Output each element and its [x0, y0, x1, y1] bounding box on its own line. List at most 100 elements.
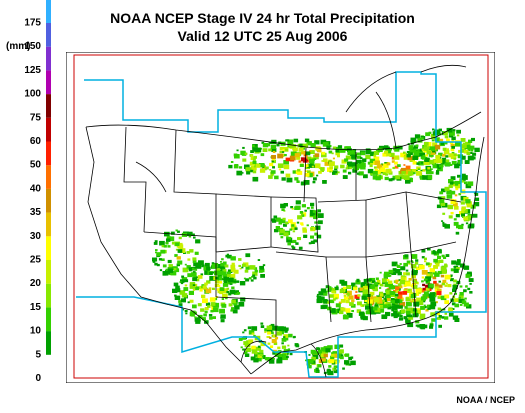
precip-cell	[425, 262, 430, 266]
precip-cell	[440, 202, 446, 206]
precip-cell	[376, 165, 381, 169]
precip-cell	[396, 265, 401, 268]
precip-cell	[432, 250, 436, 252]
legend-swatch	[46, 141, 51, 166]
precip-cell	[206, 266, 211, 271]
precip-cell	[340, 164, 345, 169]
precip-cell	[323, 158, 328, 162]
precip-cell	[459, 303, 463, 306]
precip-cell	[404, 263, 408, 267]
legend-label: 125	[24, 65, 41, 76]
precip-cell	[395, 313, 400, 317]
precip-cell	[421, 148, 425, 151]
mexico-lines	[240, 340, 327, 378]
precip-cell	[189, 249, 194, 253]
precip-cell	[335, 303, 341, 308]
precip-cell	[420, 306, 425, 310]
precip-cell	[318, 291, 324, 296]
precip-cell	[410, 310, 414, 314]
precip-cell	[462, 265, 467, 269]
precip-cell	[421, 249, 426, 253]
precip-cell	[193, 236, 196, 239]
precip-cell	[408, 288, 411, 291]
precip-cell	[406, 260, 411, 264]
precip-cell	[346, 285, 352, 289]
precip-cell	[296, 156, 301, 160]
precip-cell	[203, 313, 207, 317]
precip-cell	[275, 217, 281, 222]
precip-cell	[277, 346, 281, 350]
precip-cell	[388, 269, 394, 274]
precip-cell	[429, 150, 436, 155]
precip-cell	[442, 147, 447, 151]
precip-cell	[424, 260, 427, 263]
precip-cell	[234, 305, 240, 310]
precip-cell	[192, 282, 195, 284]
precip-cell	[177, 249, 183, 253]
precip-cell	[382, 171, 387, 175]
precip-cell	[462, 216, 465, 218]
precip-cell	[269, 169, 272, 171]
radar-coverage-boundary	[76, 71, 487, 378]
state-line-2	[173, 129, 217, 252]
precip-cell	[415, 144, 419, 147]
precip-cell	[314, 163, 321, 169]
precip-cell	[196, 286, 200, 290]
us-canada-border	[85, 124, 397, 151]
precip-cell	[361, 295, 367, 300]
precip-cell	[407, 322, 414, 328]
precip-cell	[176, 256, 181, 260]
precip-cell	[348, 356, 352, 360]
precip-cell	[415, 320, 420, 324]
precip-cell	[346, 313, 353, 318]
precip-cell	[205, 302, 211, 306]
precip-cell	[400, 309, 406, 313]
precip-cell	[212, 287, 215, 290]
precip-cell	[379, 287, 382, 289]
precip-cell	[437, 288, 442, 293]
precip-cell	[287, 236, 292, 240]
precip-cell	[418, 264, 425, 270]
precip-cell	[197, 303, 202, 307]
precip-cell	[458, 184, 462, 187]
precip-cell	[244, 342, 251, 348]
precip-cell	[221, 278, 224, 281]
precip-cell	[229, 289, 236, 295]
precip-cell	[294, 227, 298, 230]
precip-cell	[423, 141, 429, 146]
state-line-13	[135, 161, 167, 193]
precip-cell	[285, 157, 291, 162]
precip-cell	[211, 262, 215, 265]
precip-cell	[442, 308, 446, 311]
precip-cell	[223, 276, 230, 281]
precip-cell	[465, 141, 471, 147]
legend-label: 10	[30, 326, 42, 337]
precip-cell	[459, 292, 464, 296]
precip-cell	[463, 302, 469, 307]
precip-cell	[320, 353, 326, 358]
precip-cell	[220, 319, 225, 323]
precip-cell	[413, 140, 417, 143]
precip-cell	[188, 290, 194, 295]
precip-cell	[241, 172, 244, 174]
precip-cell	[423, 149, 428, 153]
precip-cell	[242, 158, 247, 162]
precip-cell	[226, 290, 230, 294]
precip-cell	[278, 141, 282, 144]
state-line-11	[303, 147, 357, 203]
precip-cell	[462, 209, 468, 213]
precip-cell	[362, 158, 367, 162]
precip-cell	[342, 169, 347, 173]
precip-cell	[472, 152, 477, 156]
precip-cell	[222, 273, 228, 278]
precip-cell	[414, 134, 421, 139]
legend-swatch	[46, 188, 51, 213]
precip-cell	[463, 196, 469, 202]
precip-cell	[365, 154, 371, 160]
precip-cell	[245, 278, 250, 282]
precip-cell	[327, 286, 332, 290]
precip-cell	[357, 310, 361, 313]
precip-cell	[188, 235, 192, 238]
precip-cell	[272, 334, 277, 338]
precip-cell	[316, 298, 323, 304]
